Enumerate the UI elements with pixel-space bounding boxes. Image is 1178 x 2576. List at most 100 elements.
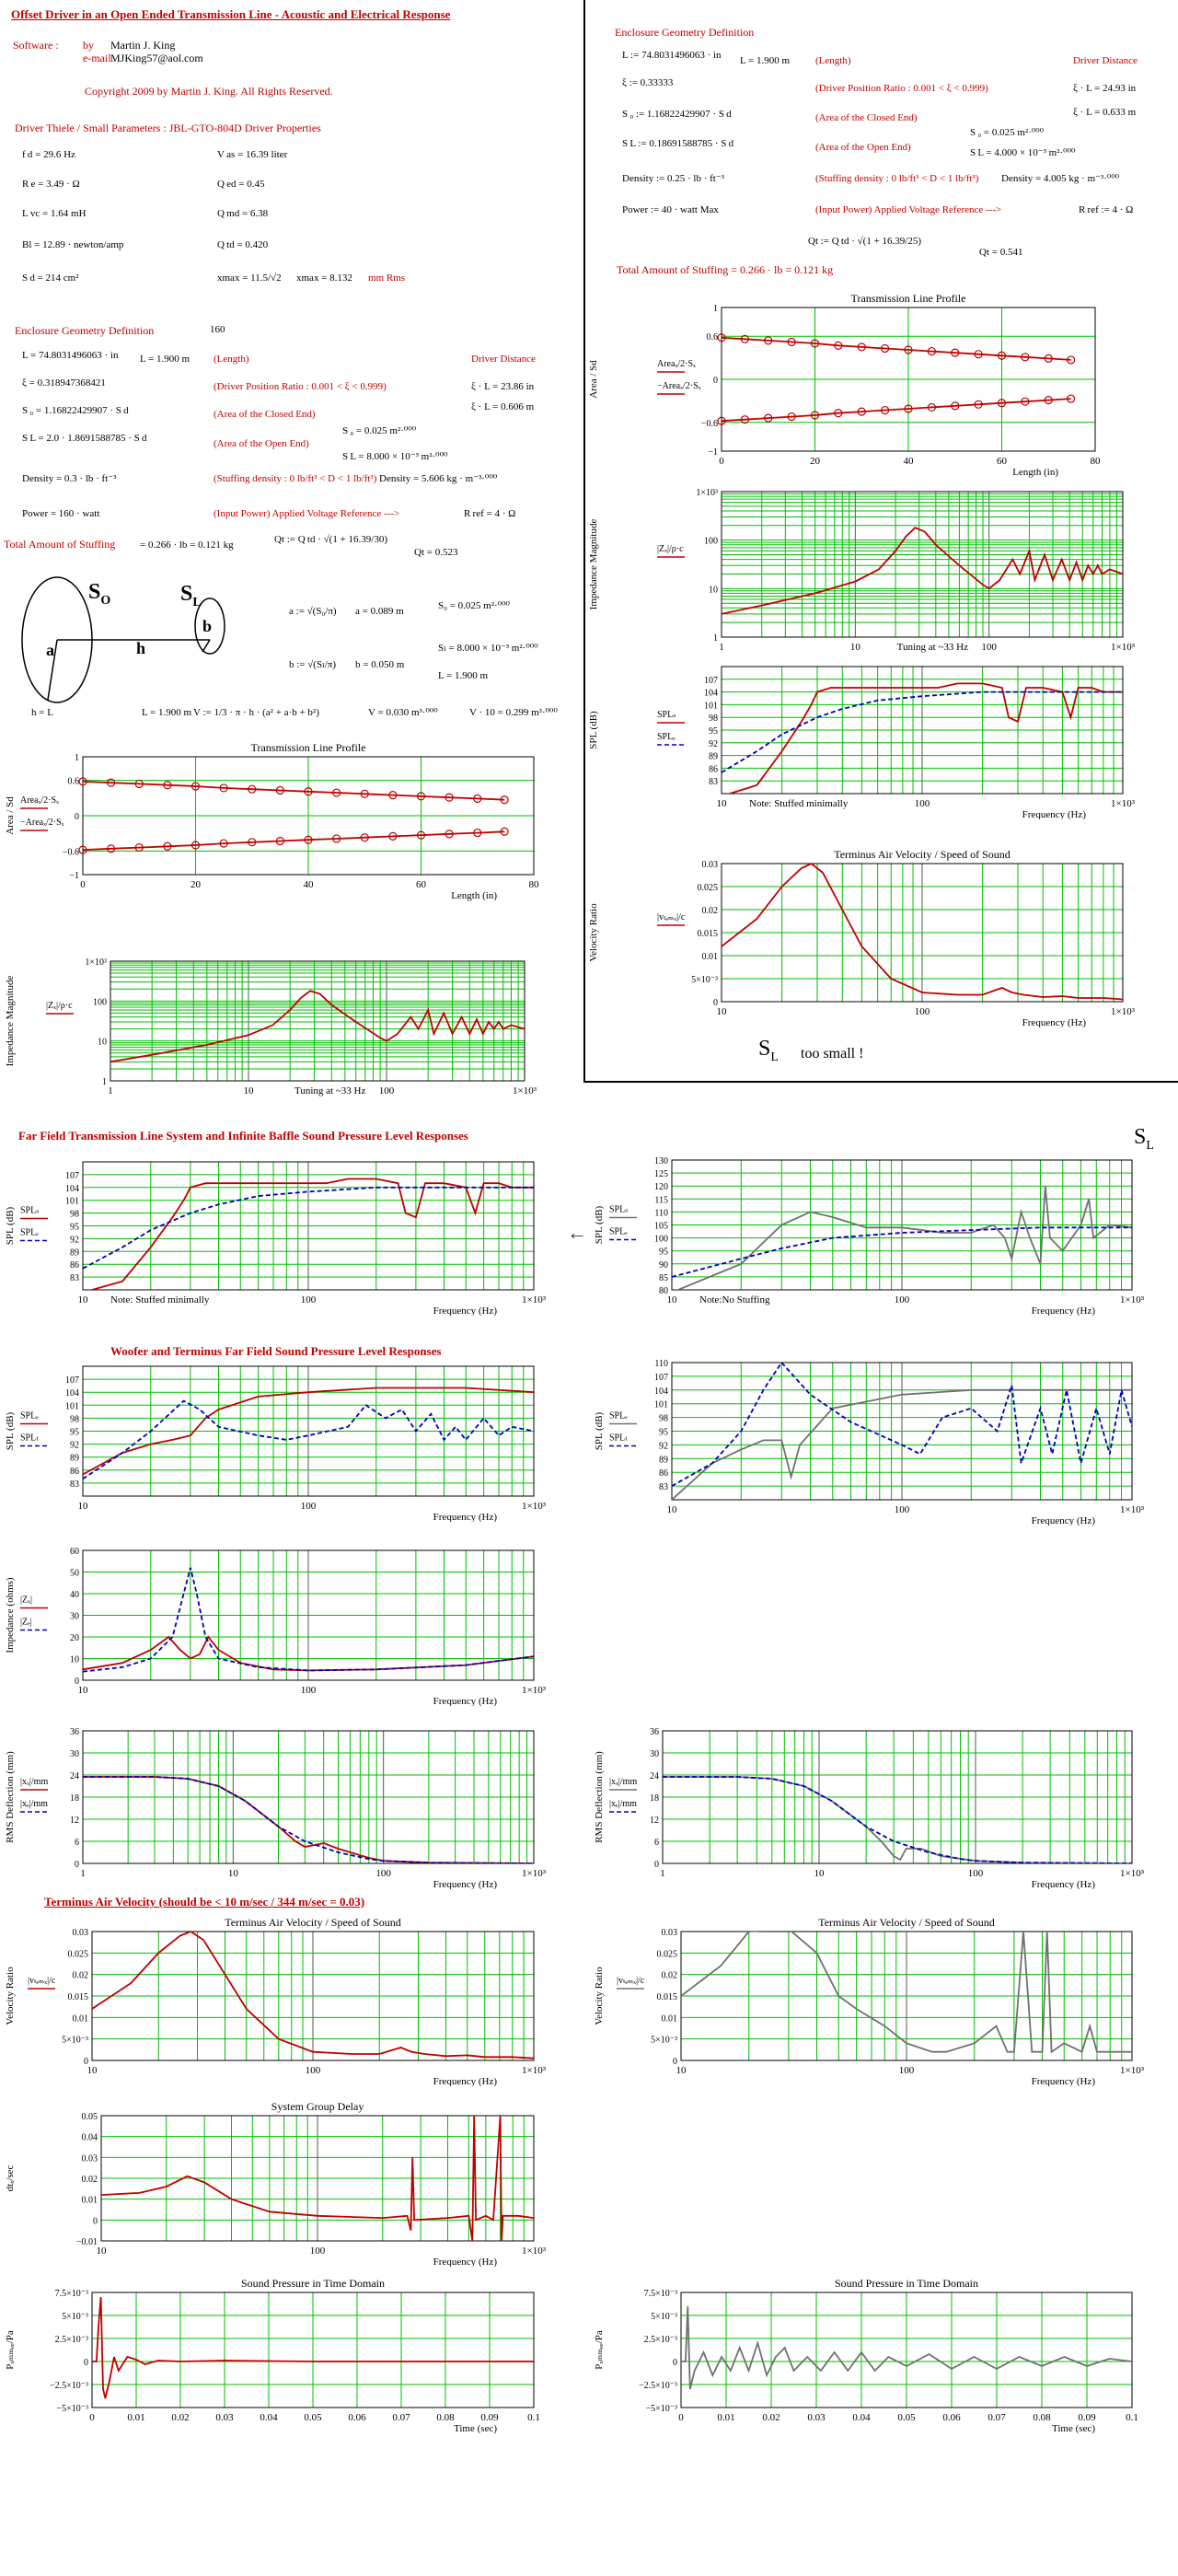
y-tick-label: 92	[659, 1441, 668, 1451]
x-tick-label: 0.08	[436, 2412, 455, 2423]
y-axis-label: Velocity Ratio	[594, 1967, 605, 2025]
geo-left-L: L = 74.8031496063 · in	[22, 350, 119, 361]
y-tick-label: 85	[659, 1273, 668, 1283]
x-tick-label: 100	[310, 2245, 326, 2257]
legend-entry: SPLₜ	[609, 1433, 628, 1444]
series-line-0	[676, 1186, 1132, 1290]
y-tick-label: 5×10⁻³	[651, 2312, 677, 2322]
geo-right-S0: S ₀ := 1.16822429907 · S d	[622, 109, 732, 120]
y-tick-label: 0.04	[82, 2133, 98, 2143]
data-point	[904, 404, 913, 413]
chart-c10: 10 100 1×10³ 0 5×10⁻³ 0.01 0.015 0.02 0.025 0.03 T…	[5, 1916, 547, 2086]
shape-sl-label: SL	[180, 582, 202, 609]
y-axis-label: SPL (dB)	[594, 1205, 605, 1244]
plot-frame	[721, 863, 1124, 1003]
y-tick-label: 83	[709, 777, 718, 787]
data-point	[332, 788, 341, 797]
series-line-0	[92, 1932, 534, 2060]
y-tick-label: 89	[659, 1455, 668, 1465]
y-axis-label: Pₓₘₘₑₑ/Pa	[594, 2330, 605, 2370]
y-tick-label: 30	[70, 1612, 79, 1622]
email-link[interactable]: MJKing57@aol.com	[110, 52, 203, 64]
x-axis-label: Time (sec)	[1052, 2423, 1095, 2434]
software-label: Software :	[13, 39, 59, 52]
y-tick-label: 95	[659, 1247, 668, 1258]
y-tick-label: 0.6	[707, 332, 719, 342]
x-tick-label: 1×10³	[513, 1085, 537, 1097]
geo-left-density: Density = 0.3 · lb · ft⁻³	[22, 473, 117, 484]
chart-c6: 10 100 1×10³ 83 86 89 92 95 98 101 104 107 110 Freque…	[594, 1359, 1145, 1526]
x-axis-label: Frequency (Hz)	[1032, 1879, 1096, 1889]
series-line-0	[83, 1776, 534, 1863]
x-tick-label: 1×10³	[522, 1294, 547, 1305]
chart-title: Sound Pressure in Time Domain	[241, 2277, 385, 2290]
series-line-0	[88, 1178, 534, 1290]
data-point	[248, 838, 257, 847]
x-tick-label: 0.06	[348, 2412, 366, 2423]
x-tick-label: 1×10³	[1120, 2065, 1145, 2076]
y-tick-label: 98	[659, 1414, 668, 1424]
data-point	[416, 830, 426, 840]
y-tick-label: 5×10⁻³	[691, 975, 718, 985]
data-point	[740, 334, 749, 343]
data-point	[951, 348, 960, 357]
geo-right-xiL: ξ · L = 24.93 in	[1073, 83, 1137, 94]
plot-frame	[671, 1159, 1133, 1291]
y-tick-label: 110	[654, 1359, 668, 1369]
x-tick-label: 100	[375, 1868, 391, 1879]
shape-SL-v: Sₗ = 8.000 × 10⁻³ m²·⁰⁰⁰	[438, 643, 538, 654]
driver-xmax-formula: xmax = 11.5/√2	[217, 273, 282, 284]
geo-right-c-open: (Area of the Open End)	[815, 142, 911, 153]
y-tick-label: 0.025	[657, 1949, 678, 1959]
x-tick-label: 10	[850, 642, 861, 653]
x-tick-label: 0.04	[260, 2412, 278, 2423]
radius-b-line	[202, 639, 211, 653]
chart-r1: 0 20 40 60 80 −1 −0.6 0 0.6 1 Transmission Line Pr…	[588, 292, 1101, 478]
y-tick-label: 1×10³	[696, 488, 718, 498]
y-tick-label: 0	[75, 812, 79, 822]
data-point	[388, 831, 398, 841]
y-tick-label: 0.03	[662, 1928, 678, 1938]
x-axis-label: Frequency (Hz)	[433, 2257, 498, 2267]
chart-annotation: Tuning at ~33 Hz	[897, 642, 968, 653]
y-tick-label: 0	[93, 2216, 98, 2226]
y-tick-label: 115	[654, 1195, 668, 1205]
geo-right-S0v: S ₀ = 0.025 m²·⁰⁰⁰	[970, 127, 1045, 138]
y-tick-label: 125	[654, 1169, 668, 1179]
driver-xmax: xmax = 8.132	[296, 273, 352, 284]
y-tick-label: 86	[70, 1467, 79, 1477]
y-tick-label: 0	[75, 1677, 79, 1687]
y-tick-label: 107	[65, 1171, 79, 1181]
x-tick-label: 10	[78, 1501, 89, 1512]
y-tick-label: 0	[84, 2057, 88, 2067]
geo-left-heading: Enclosure Geometry Definition	[15, 324, 155, 337]
data-point	[927, 402, 936, 412]
legend-entry: |xₑ|/mm	[609, 1799, 637, 1809]
x-tick-label: 1	[80, 1868, 86, 1879]
y-tick-label: 98	[709, 714, 718, 724]
x-tick-label: 0.09	[1078, 2412, 1096, 2423]
x-tick-label: 1×10³	[1111, 642, 1136, 653]
plot-frame	[82, 756, 535, 876]
chart-r3: 10 100 1×10³ 83 86 89 92 95 98 101 104 107 Frequency…	[588, 666, 1136, 819]
email-label: e-mail	[83, 52, 111, 64]
geo-left-c-pos: (Driver Position Ratio : 0.001 < ξ < 0.9…	[214, 381, 387, 392]
series-line-1	[83, 1567, 534, 1673]
legend-entry: |vₜₑₘₓ|/c	[617, 1976, 645, 1986]
y-tick-label: 0.015	[68, 1992, 89, 2002]
y-tick-label: 107	[704, 676, 718, 686]
data-point	[163, 841, 172, 851]
geo-left-heading-val: 160	[210, 324, 225, 335]
data-point	[764, 336, 773, 345]
y-tick-label: 10	[98, 1038, 107, 1048]
y-tick-label: 0	[673, 2358, 677, 2368]
chart-c1: 0 20 40 60 80 −1 −0.6 0 0.6 1 Transmission Line Pr…	[5, 741, 539, 901]
y-axis-label: SPL (dB)	[588, 711, 599, 749]
geo-left-qt: Qt := Q td · √(1 + 16.39/30)	[274, 534, 387, 545]
y-tick-label: 86	[659, 1468, 668, 1479]
plot-frame	[721, 666, 1124, 795]
chart-c14: 0 0.01 0.02 0.03 0.04 0.05 0.06 0.07 0.08 0.09 0.1…	[594, 2277, 1138, 2434]
x-axis-label: Frequency (Hz)	[1022, 809, 1087, 819]
driver-qmd: Q md = 6.38	[217, 208, 269, 219]
plot-frame	[662, 1730, 1133, 1864]
